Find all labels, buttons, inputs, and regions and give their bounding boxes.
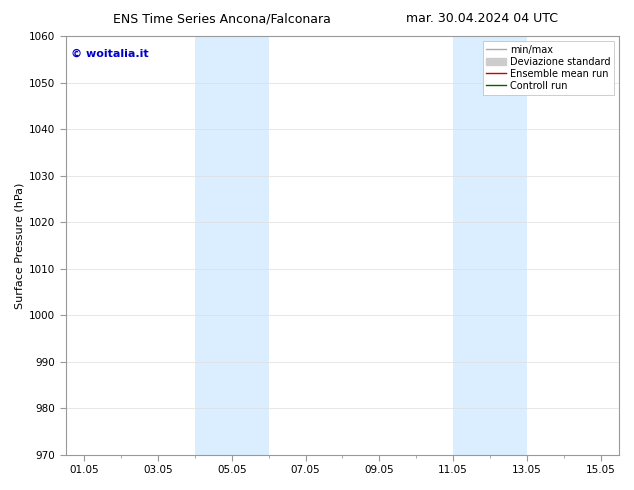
Bar — [195, 36, 269, 455]
Bar — [453, 36, 527, 455]
Legend: min/max, Deviazione standard, Ensemble mean run, Controll run: min/max, Deviazione standard, Ensemble m… — [482, 41, 614, 95]
Text: mar. 30.04.2024 04 UTC: mar. 30.04.2024 04 UTC — [406, 12, 558, 25]
Y-axis label: Surface Pressure (hPa): Surface Pressure (hPa) — [15, 182, 25, 309]
Text: © woitalia.it: © woitalia.it — [72, 49, 149, 59]
Text: ENS Time Series Ancona/Falconara: ENS Time Series Ancona/Falconara — [113, 12, 331, 25]
